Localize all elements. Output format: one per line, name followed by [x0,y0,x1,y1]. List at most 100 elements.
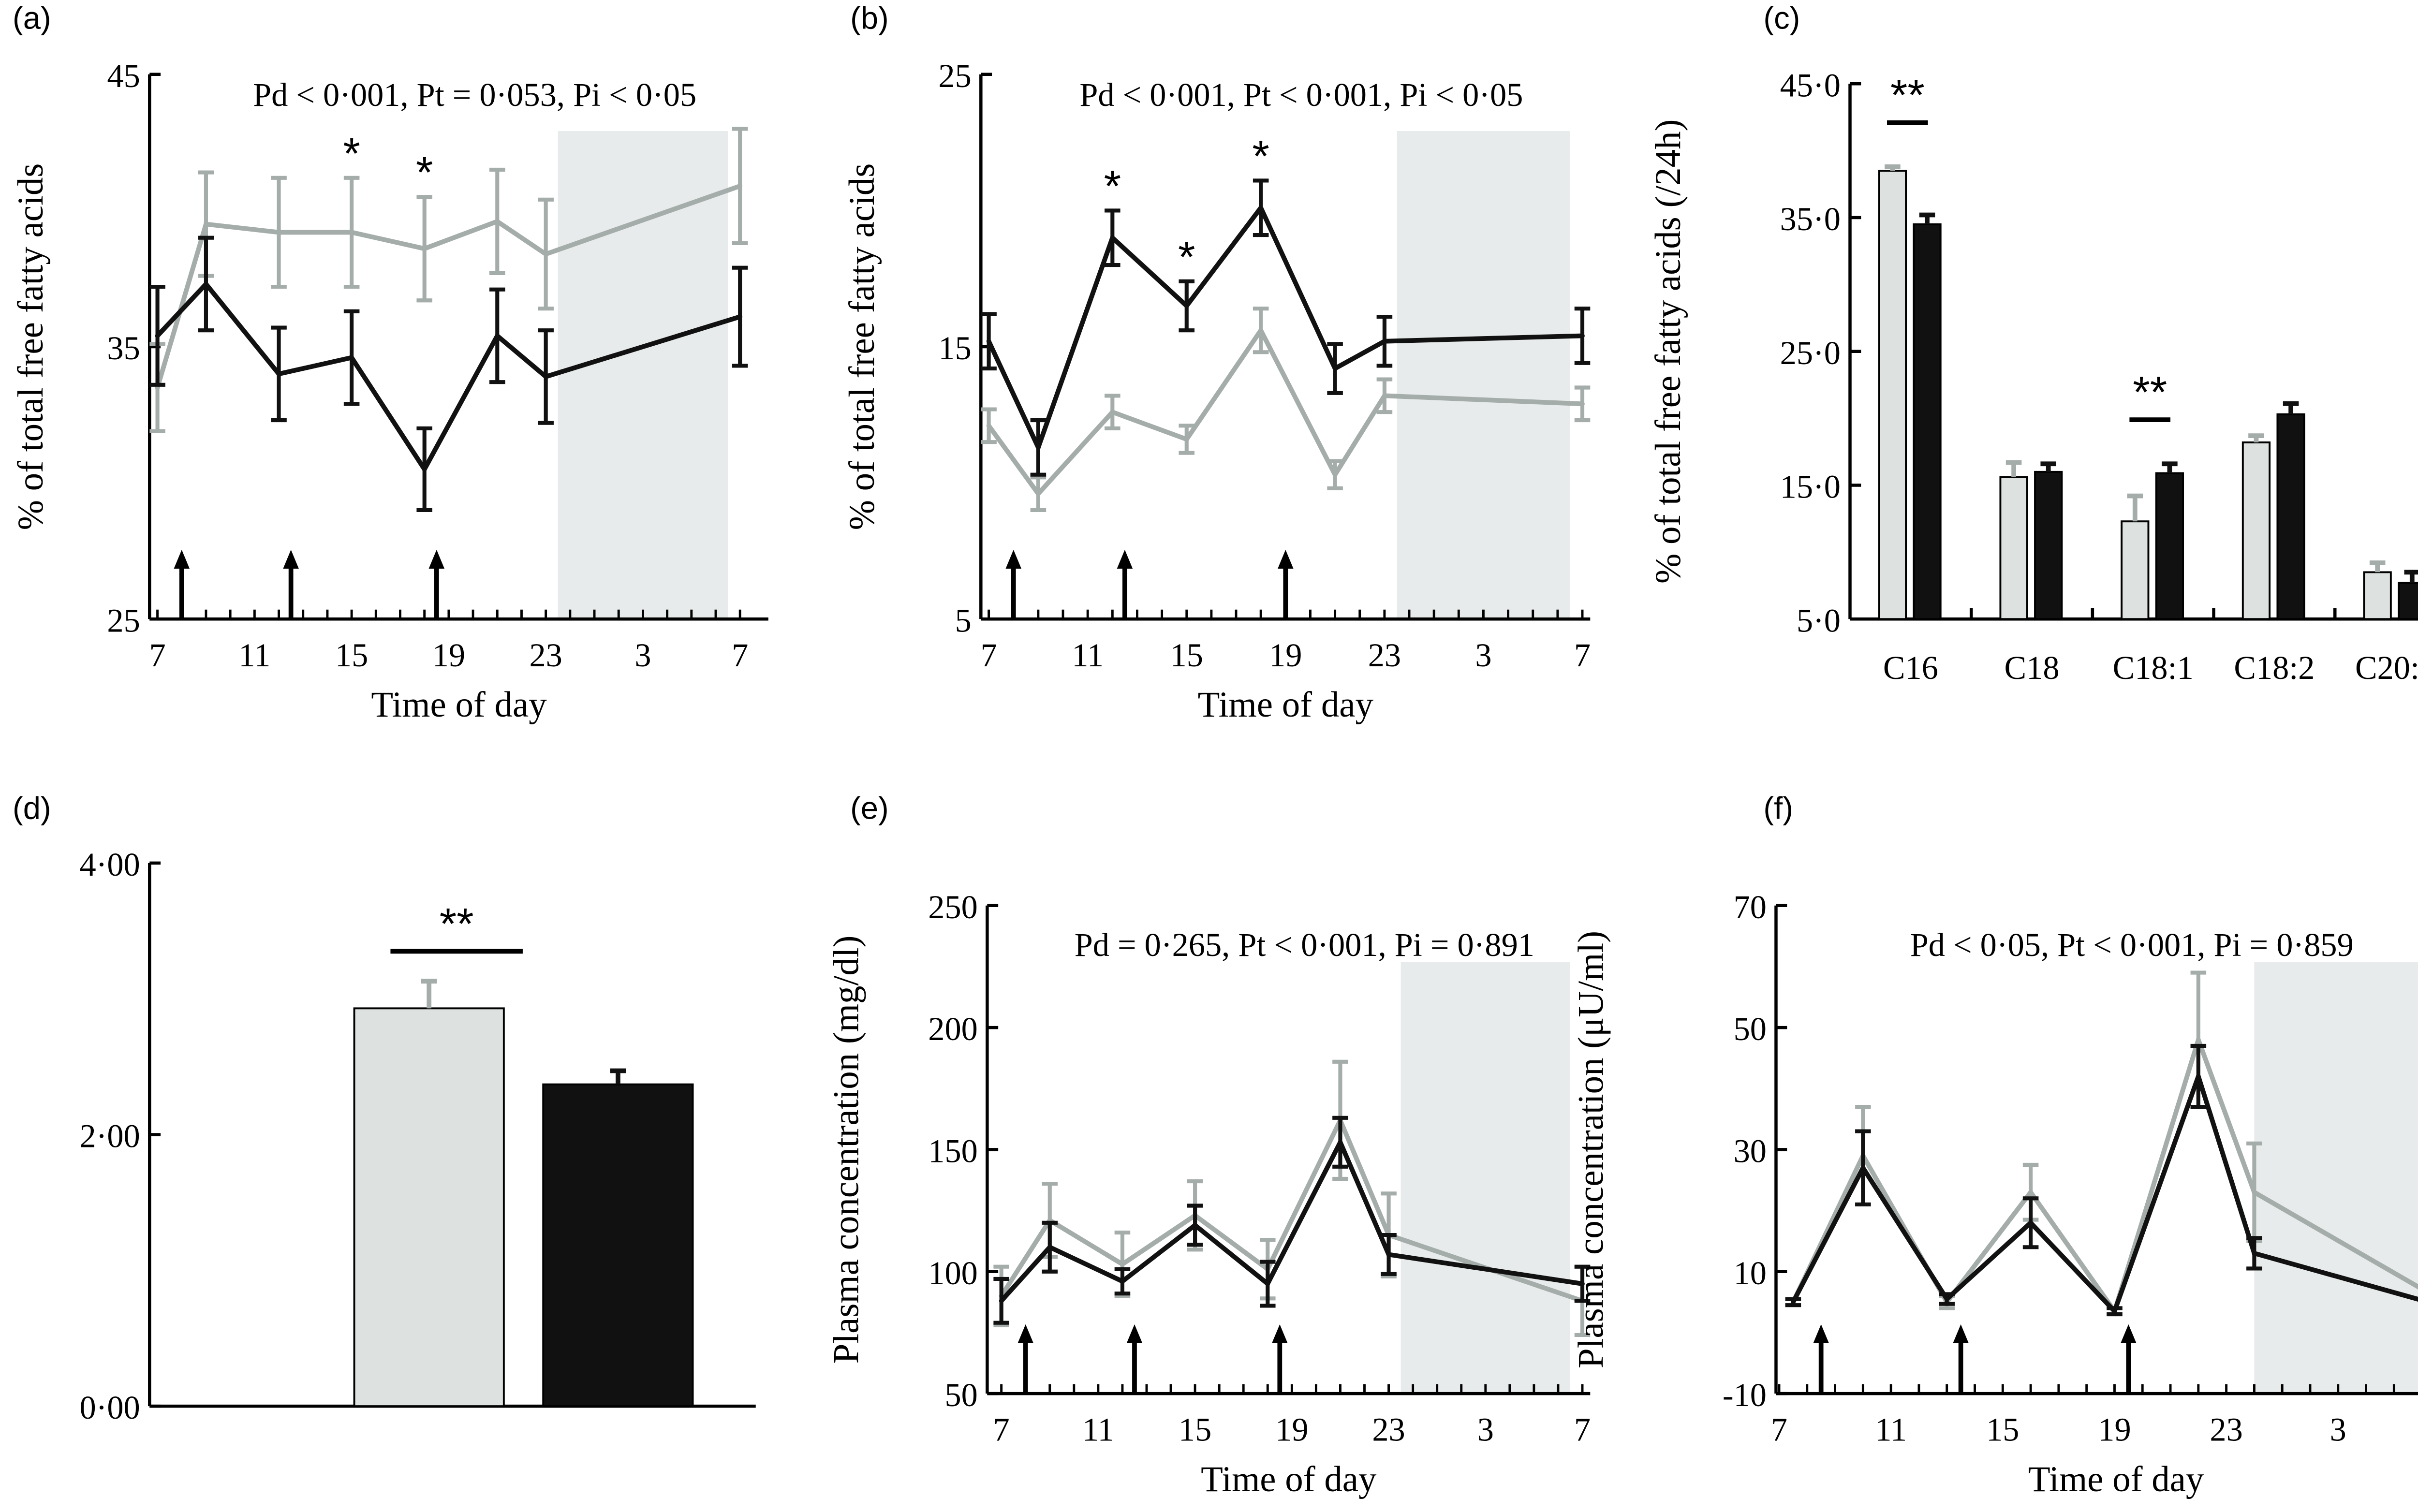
data-point [2196,1037,2201,1042]
data-point [1258,328,1264,333]
data-point [1580,333,1585,338]
data-point [737,183,743,189]
x-tick-label: 23 [2210,1411,2242,1448]
data-point [1047,1245,1052,1250]
category-label: C18:1 [2113,649,2194,686]
significance-star: ** [1890,71,1925,120]
x-tick-label: 23 [1368,637,1401,674]
x-tick-label: 19 [1275,1411,1308,1448]
x-axis-label: Time of day [371,685,547,725]
data-point [2196,1074,2201,1079]
data-point [1258,205,1264,210]
data-point [999,1298,1004,1304]
series-gray [149,127,748,433]
panel-e: (e) 50 100 150 200 250 Plasma concentration (m… [826,791,1591,1499]
meal-arrow-icon [283,549,299,569]
night-shading [1401,962,1570,1394]
x-tick-label: 3 [1477,1411,1494,1448]
meal-arrow-icon [1017,1324,1033,1343]
series-line [1791,1032,2418,1317]
significance-star: ** [440,899,474,948]
data-point [2028,1220,2033,1225]
y-axis-label: Plasma concentration (mg/dl) [826,936,866,1364]
x-tick-label: 19 [1269,637,1302,674]
x-axis-label: Time of day [1198,685,1374,725]
panel-label: (a) [13,0,51,35]
significance-star: * [343,129,360,178]
series-black [149,235,748,513]
y-tick-label: 15 [938,330,971,367]
panel-d: (d) 0·00 2·00 4·00 ** [13,791,756,1426]
y-tick-label: 15·0 [1780,469,1841,505]
data-point [2252,1189,2257,1195]
significance-star: * [1178,232,1195,281]
x-tick-label: 7 [1574,637,1591,674]
y-tick-label: 2·00 [79,1118,140,1155]
bar-gray [2363,571,2392,620]
y-tick-label: 35·0 [1780,201,1841,237]
data-point [1120,1262,1125,1267]
data-point [2252,1251,2257,1256]
meal-arrow-icon [174,549,190,569]
data-point [349,355,354,360]
y-tick-label: 25·0 [1780,335,1841,371]
data-point [1580,1281,1585,1286]
meal-arrow-icon [1126,1324,1143,1343]
x-tick-label: 7 [993,1411,1010,1448]
x-tick-label: 19 [2098,1411,2131,1448]
series-black [1785,1043,2418,1317]
night-shading [558,131,728,619]
meal-arrow-icon [428,549,445,569]
y-tick-label: 5·0 [1797,602,1841,639]
y-axis-label: % of total free fatty acids [11,163,51,530]
x-axis-label: Time of day [2028,1459,2204,1499]
x-tick-label: 7 [149,637,165,674]
y-tick-label: 30 [1734,1132,1767,1169]
x-tick-label: 7 [732,637,748,674]
significance-star: * [416,148,433,197]
data-point [1120,1279,1125,1284]
meal-arrow-icon [1953,1324,1969,1343]
data-point [1184,303,1189,308]
bar-black [1913,223,1942,620]
stats-annotation: Pd < 0·05, Pt < 0·001, Pi = 0·859 [1910,926,2354,963]
data-point [1382,393,1387,398]
data-point [1382,338,1387,344]
x-tick-label: 7 [1771,1411,1787,1448]
y-tick-label: 4·00 [79,846,140,883]
data-point [986,338,991,344]
meal-arrow-icon [1005,549,1022,569]
x-tick-label: 15 [1179,1411,1211,1448]
data-point [986,423,991,428]
night-shading [2254,962,2418,1394]
x-tick-label: 23 [529,637,562,674]
bar-black [2034,470,2063,620]
y-tick-label: 70 [1734,889,1767,925]
panel-label: (e) [850,791,889,826]
bar-gray [353,1007,505,1408]
data-point [349,230,354,235]
bar-gray [1878,170,1907,620]
panel-f: (f) -10 10 30 50 70 Plasma concentration (μU/m… [1571,791,2418,1499]
data-point [204,281,208,287]
y-tick-label: 10 [1734,1255,1767,1292]
data-point [1332,472,1338,477]
x-tick-label: 19 [432,637,465,674]
bar-black [542,1083,694,1408]
data-point [543,374,548,379]
panel-b: (b) 5 15 25 % of total free fatty acids 7 11 15… [842,0,1591,725]
category-label: C18 [2005,649,2060,686]
x-tick-label: 7 [981,637,997,674]
y-tick-label: 0·00 [79,1389,140,1426]
data-point [1386,1252,1391,1257]
stats-annotation: Pd = 0·265, Pt < 0·001, Pi = 0·891 [1075,926,1534,963]
data-point [276,230,281,235]
data-point [155,333,160,338]
data-point [1580,401,1585,407]
x-tick-label: 11 [1072,637,1104,674]
data-point [1860,1165,1866,1171]
x-tick-label: 15 [1170,637,1203,674]
series-line [999,1115,1583,1303]
panel-label: (d) [13,791,51,826]
data-point [1184,437,1189,442]
